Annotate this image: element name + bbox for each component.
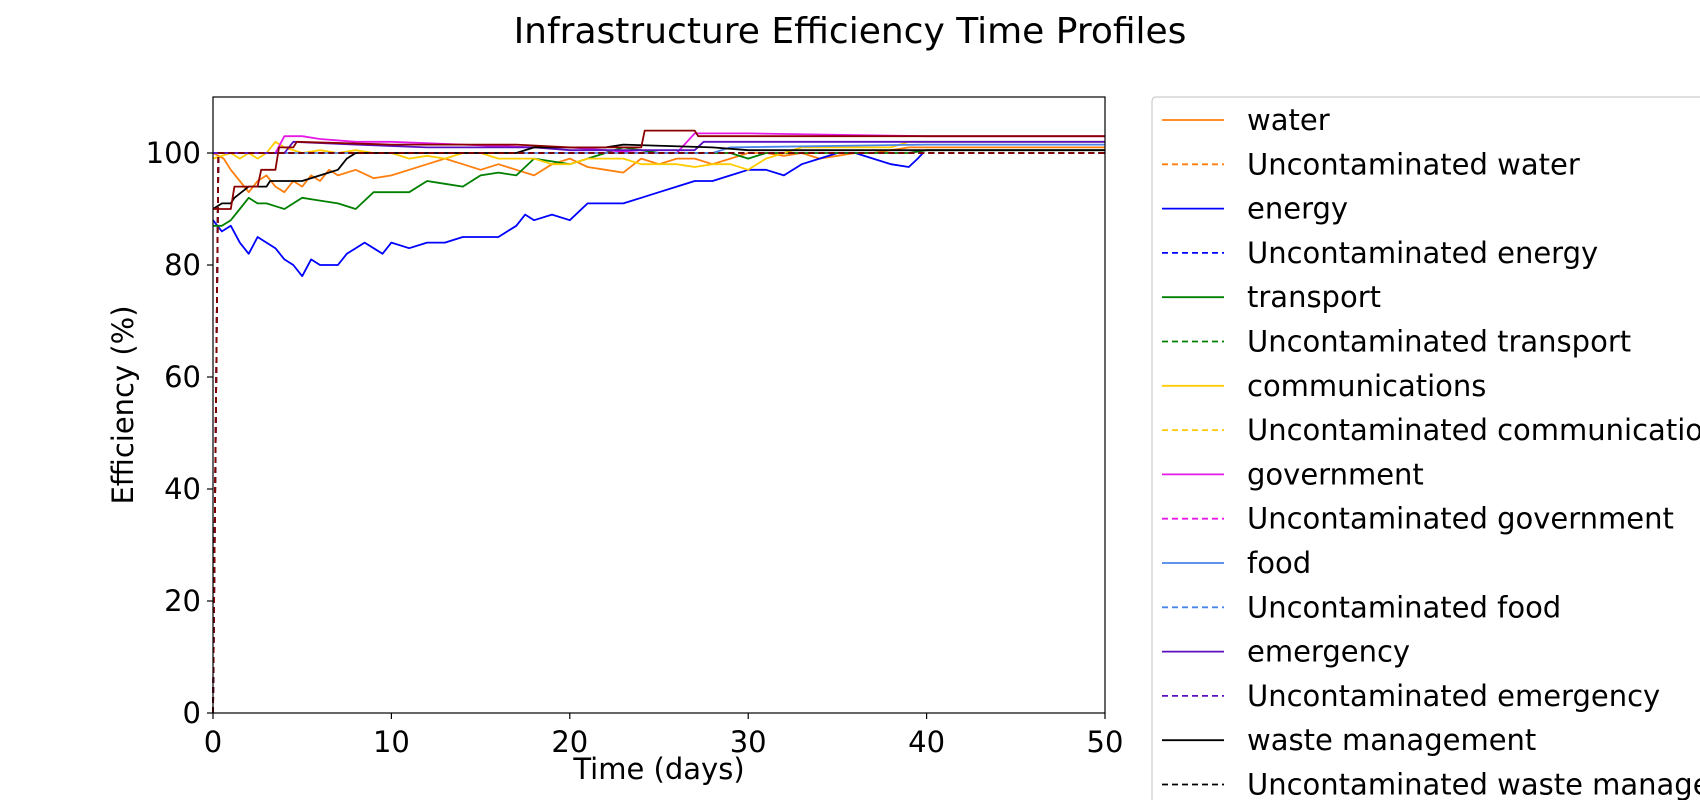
- series-line-uncontaminated-emergency: [212, 152, 1105, 714]
- x-tick-label: 40: [908, 725, 945, 759]
- series-line-communications: [212, 140, 1105, 171]
- y-tick-label: 40: [164, 472, 201, 506]
- legend-label-uncontaminated-transport: Uncontaminated transport: [1247, 325, 1631, 359]
- series-line-uncontaminated-energy: [212, 152, 1105, 714]
- y-axis-label: Efficiency (%): [106, 305, 140, 504]
- y-tick-label: 60: [164, 360, 201, 394]
- plot-series: [212, 129, 1105, 714]
- legend-label-government: government: [1247, 457, 1424, 491]
- y-tick-label: 80: [164, 248, 201, 282]
- y-tick-label: 0: [183, 696, 201, 730]
- plot-frame: [212, 96, 1106, 714]
- y-tick-label: 20: [164, 584, 201, 618]
- x-tick-label: 10: [373, 725, 410, 759]
- series-line-uncontaminated-food: [212, 152, 1105, 714]
- chart-title: Infrastructure Efficiency Time Profiles: [514, 11, 1187, 52]
- series-line-waste-management: [212, 143, 1105, 210]
- x-axis-label: Time (days): [572, 752, 744, 786]
- legend-label-uncontaminated-government: Uncontaminated government: [1247, 502, 1674, 536]
- y-tick-label: 100: [146, 136, 201, 170]
- series-line-unlabeled-17: [212, 152, 1105, 714]
- series-line-unlabeled-16: [213, 129, 1105, 210]
- series-line-energy: [212, 152, 924, 278]
- series-line-uncontaminated-transport: [212, 152, 1105, 714]
- series-line-water: [212, 146, 1105, 194]
- legend-frame: [1151, 96, 1700, 800]
- legend-items: water Uncontaminated water energy Uncontami…: [1162, 103, 1700, 800]
- x-tick-label: 0: [204, 725, 222, 759]
- legend-label-communications: communications: [1247, 369, 1486, 403]
- legend-label-waste-management: waste management: [1247, 723, 1536, 757]
- x-tick-label: 30: [730, 725, 767, 759]
- legend-label-food: food: [1247, 546, 1311, 580]
- x-tick-label: 50: [1087, 725, 1124, 759]
- series-line-uncontaminated-communications: [212, 152, 1105, 714]
- series-line-uncontaminated-waste-management: [212, 152, 1105, 714]
- legend-label-emergency: emergency: [1247, 635, 1410, 669]
- legend: water Uncontaminated water energy Uncontami…: [1151, 96, 1700, 800]
- y-axis-ticks: 0 20 40 60 80 100: [146, 136, 213, 730]
- legend-label-uncontaminated-water: Uncontaminated water: [1247, 147, 1580, 181]
- legend-label-energy: energy: [1247, 192, 1348, 226]
- x-tick-label: 20: [551, 725, 588, 759]
- series-line-uncontaminated-water: [212, 152, 1105, 714]
- legend-label-uncontaminated-waste-management: Uncontaminated waste management: [1247, 768, 1700, 800]
- legend-label-uncontaminated-communications: Uncontaminated communications: [1247, 413, 1700, 447]
- legend-label-transport: transport: [1247, 280, 1381, 314]
- legend-label-uncontaminated-emergency: Uncontaminated emergency: [1247, 679, 1660, 713]
- legend-label-water: water: [1247, 103, 1330, 137]
- x-axis-ticks: 0 10 20 30 40 50: [204, 713, 1124, 759]
- legend-label-uncontaminated-food: Uncontaminated food: [1247, 590, 1561, 624]
- series-line-uncontaminated-government: [212, 152, 1105, 714]
- legend-label-uncontaminated-energy: Uncontaminated energy: [1247, 236, 1598, 270]
